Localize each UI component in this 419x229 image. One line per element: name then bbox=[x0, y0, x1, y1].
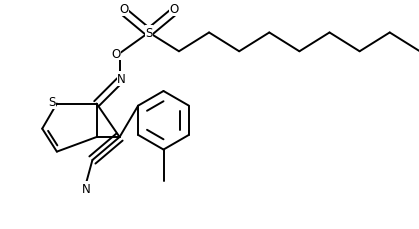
Text: O: O bbox=[119, 3, 128, 16]
Text: S: S bbox=[48, 95, 56, 109]
Text: S: S bbox=[145, 27, 153, 40]
Text: N: N bbox=[82, 182, 91, 195]
Text: O: O bbox=[111, 48, 121, 61]
Text: N: N bbox=[117, 73, 126, 86]
Text: O: O bbox=[169, 3, 178, 16]
